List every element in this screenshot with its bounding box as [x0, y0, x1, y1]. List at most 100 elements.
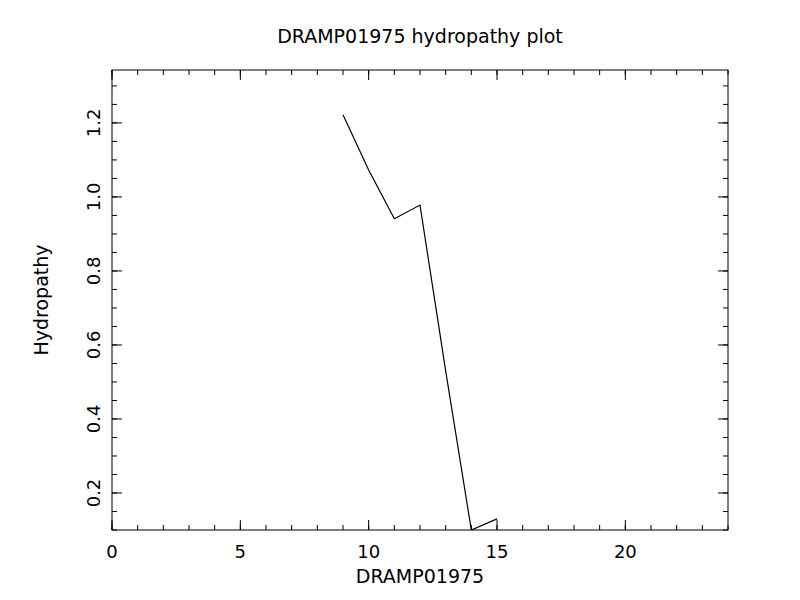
y-axis-label: Hydropathy	[30, 244, 52, 355]
x-minor-tick	[317, 525, 318, 530]
y-minor-tick	[112, 141, 117, 142]
x-tick	[112, 70, 113, 80]
x-minor-tick	[625, 70, 626, 75]
x-tick-label: 0	[106, 541, 117, 562]
background	[0, 0, 800, 600]
x-minor-tick	[445, 70, 446, 75]
y-minor-tick	[723, 141, 728, 142]
y-minor-tick	[112, 492, 117, 493]
y-minor-tick	[112, 344, 117, 345]
y-tick-label: 0.4	[83, 405, 104, 434]
y-minor-tick	[112, 233, 117, 234]
y-minor-tick	[112, 85, 117, 86]
y-tick	[112, 122, 122, 123]
y-minor-tick	[723, 289, 728, 290]
x-tick	[625, 70, 626, 80]
x-minor-tick	[651, 525, 652, 530]
x-tick	[368, 70, 369, 80]
x-minor-tick	[548, 70, 549, 75]
x-minor-tick	[702, 70, 703, 75]
y-minor-tick	[112, 511, 117, 512]
y-tick	[718, 270, 728, 271]
x-tick	[497, 70, 498, 80]
y-minor-tick	[112, 381, 117, 382]
y-minor-tick	[723, 492, 728, 493]
x-minor-tick	[445, 525, 446, 530]
y-minor-tick	[723, 85, 728, 86]
y-minor-tick	[723, 363, 728, 364]
y-minor-tick	[723, 196, 728, 197]
y-minor-tick	[723, 511, 728, 512]
y-tick-label: 1.0	[83, 183, 104, 212]
y-minor-tick	[723, 474, 728, 475]
hydropathy-line	[343, 115, 497, 530]
x-minor-tick	[240, 70, 241, 75]
y-tick	[718, 418, 728, 419]
x-tick	[240, 520, 241, 530]
y-tick-label: 0.2	[83, 479, 104, 508]
x-minor-tick	[317, 70, 318, 75]
x-minor-tick	[368, 70, 369, 75]
y-tick	[112, 344, 122, 345]
y-minor-tick	[112, 196, 117, 197]
x-minor-tick	[702, 525, 703, 530]
x-minor-tick	[728, 70, 729, 75]
x-minor-tick	[651, 70, 652, 75]
y-minor-tick	[112, 159, 117, 160]
y-minor-tick	[112, 418, 117, 419]
y-minor-tick	[112, 122, 117, 123]
y-minor-tick	[723, 178, 728, 179]
y-minor-tick	[112, 270, 117, 271]
y-minor-tick	[723, 233, 728, 234]
y-minor-tick	[112, 400, 117, 401]
y-minor-tick	[723, 530, 728, 531]
x-minor-tick	[266, 70, 267, 75]
x-minor-tick	[343, 525, 344, 530]
y-minor-tick	[723, 455, 728, 456]
y-tick-label: 0.6	[83, 331, 104, 360]
y-tick	[112, 270, 122, 271]
y-minor-tick	[723, 400, 728, 401]
x-minor-tick	[574, 70, 575, 75]
x-tick-label: 10	[357, 541, 380, 562]
y-minor-tick	[723, 215, 728, 216]
x-tick-label: 20	[614, 541, 637, 562]
x-minor-tick	[214, 525, 215, 530]
y-minor-tick	[723, 252, 728, 253]
x-tick	[112, 520, 113, 530]
x-minor-tick	[266, 525, 267, 530]
y-tick	[112, 492, 122, 493]
y-minor-tick	[723, 122, 728, 123]
x-minor-tick	[189, 525, 190, 530]
y-tick	[718, 196, 728, 197]
y-tick-label: 1.2	[83, 109, 104, 138]
y-minor-tick	[723, 381, 728, 382]
x-tick-label: 15	[486, 541, 509, 562]
x-minor-tick	[137, 70, 138, 75]
y-minor-tick	[112, 326, 117, 327]
y-minor-tick	[723, 437, 728, 438]
x-minor-tick	[599, 70, 600, 75]
y-minor-tick	[112, 252, 117, 253]
x-minor-tick	[394, 70, 395, 75]
y-minor-tick	[723, 418, 728, 419]
x-tick	[240, 70, 241, 80]
y-minor-tick	[723, 326, 728, 327]
x-minor-tick	[676, 70, 677, 75]
y-minor-tick	[112, 363, 117, 364]
title: DRAMP01975 hydropathy plot	[277, 25, 563, 47]
y-minor-tick	[723, 159, 728, 160]
plot-frame	[112, 70, 728, 530]
x-minor-tick	[368, 525, 369, 530]
x-minor-tick	[189, 70, 190, 75]
x-minor-tick	[112, 525, 113, 530]
x-minor-tick	[343, 70, 344, 75]
y-tick-label: 0.8	[83, 257, 104, 286]
y-tick	[718, 122, 728, 123]
x-minor-tick	[394, 525, 395, 530]
y-minor-tick	[112, 215, 117, 216]
x-minor-tick	[420, 70, 421, 75]
x-minor-tick	[497, 70, 498, 75]
x-tick	[625, 520, 626, 530]
x-minor-tick	[471, 70, 472, 75]
